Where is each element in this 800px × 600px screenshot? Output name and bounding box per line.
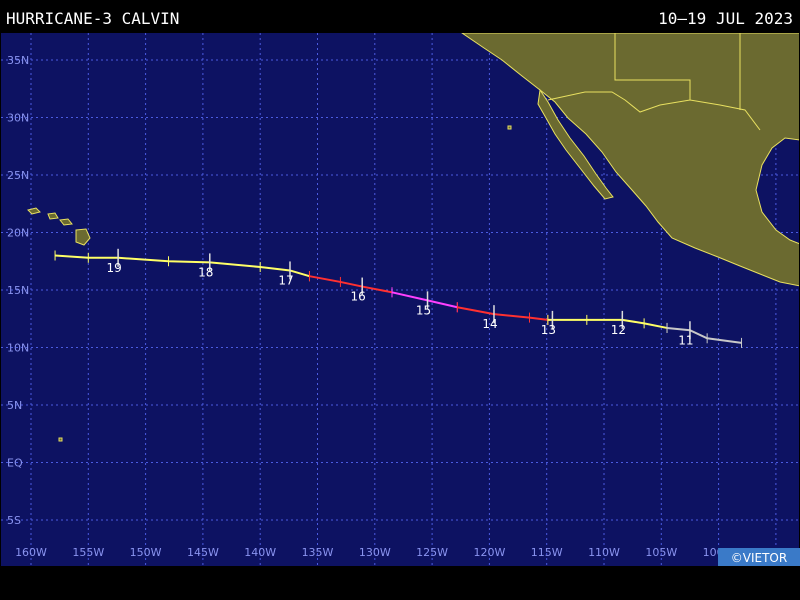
track-segment [309,275,393,294]
hawaii [27,207,91,246]
land [27,33,799,442]
day-label: 15 [416,303,431,317]
lat-label: 30N [7,112,29,125]
lon-label: 120W [473,546,505,559]
title: HURRICANE-3 CALVIN [6,9,179,28]
lon-label: 150W [130,546,162,559]
north-america [461,33,799,287]
lon-label: 110W [588,546,620,559]
lat-label: 15N [7,284,29,297]
lat-label: 5S [7,514,21,527]
day-label: 18 [198,265,213,279]
lon-label: 130W [359,546,391,559]
track-segment [54,254,310,278]
day-label: 13 [541,323,556,337]
lat-label: 10N [7,342,29,355]
lat-label: EQ [7,457,23,470]
track-segment [457,306,548,321]
day-label: 16 [351,290,366,304]
lon-label: 115W [531,546,563,559]
track [54,248,743,348]
lon-label: 145W [187,546,219,559]
lat-label: 20N [7,227,29,240]
island [507,125,512,130]
day-label: 17 [278,273,293,287]
border [547,33,761,131]
day-label: 14 [482,317,497,331]
track-segment [666,326,742,344]
credit-box [718,548,800,566]
credit: ©VIETOR [731,551,787,565]
lon-label: 125W [416,546,448,559]
baja-california [537,88,614,200]
day-label: 19 [106,261,121,275]
lon-label: 160W [15,546,47,559]
day-label: 12 [611,323,626,337]
lon-label: 105W [645,546,677,559]
lon-label: 155W [72,546,104,559]
island [58,437,63,442]
lat-label: 5N [7,399,22,412]
lat-label: 25N [7,169,29,182]
day-label: 11 [678,333,693,347]
lon-label: 135W [302,546,334,559]
lon-label: 140W [244,546,276,559]
track-segment [547,318,668,329]
dates: 10–19 JUL 2023 [658,9,793,28]
lat-label: 35N [7,54,29,67]
